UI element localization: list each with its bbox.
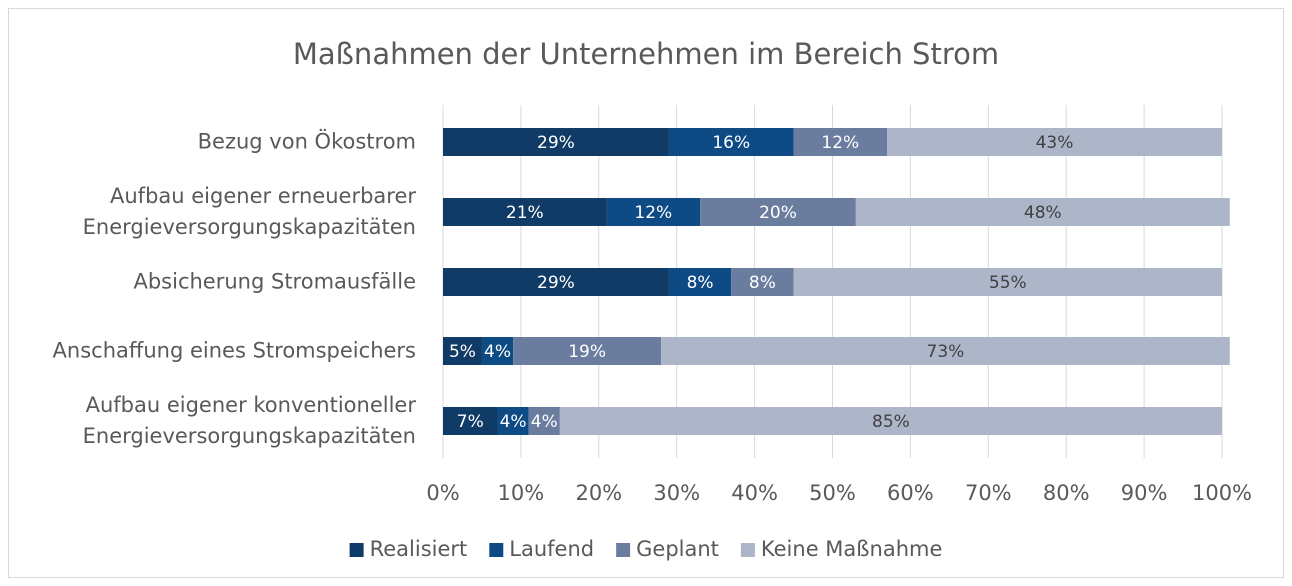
legend-label: Laufend [509, 537, 594, 561]
legend-label: Keine Maßnahme [761, 537, 942, 561]
bar-segment [700, 198, 856, 226]
x-tick-label: 30% [653, 481, 700, 505]
data-label: 16% [712, 133, 750, 153]
data-label: 7% [457, 412, 484, 432]
legend-swatch [349, 543, 364, 557]
data-label: 4% [500, 412, 527, 432]
bar-segment [668, 268, 732, 296]
bar-segment [443, 407, 498, 435]
legend-label: Geplant [636, 537, 719, 561]
x-tick-label: 80% [1043, 481, 1090, 505]
chart-title: Maßnahmen der Unternehmen im Bereich Str… [293, 37, 999, 71]
data-label: 29% [537, 273, 575, 293]
legend-label: Realisiert [370, 537, 468, 561]
bar-segment [731, 268, 794, 296]
x-tick-label: 20% [575, 481, 622, 505]
y-tick-label: Aufbau eigener konventioneller Energieve… [82, 393, 416, 448]
x-tick-label: 0% [426, 481, 459, 505]
x-tick-label: 90% [1121, 481, 1168, 505]
bar-segment [443, 268, 669, 296]
data-label: 19% [568, 342, 606, 362]
data-label: 8% [749, 273, 776, 293]
bar-segment [855, 198, 1230, 226]
bar-segment [443, 128, 669, 156]
x-tick-label: 60% [887, 481, 934, 505]
bar-segment [887, 128, 1222, 156]
data-label: 5% [449, 342, 476, 362]
data-label: 8% [687, 273, 714, 293]
x-tick-label: 70% [965, 481, 1012, 505]
data-label: 12% [821, 133, 859, 153]
x-tick-label: 50% [809, 481, 856, 505]
data-label: 12% [634, 203, 672, 223]
bar-segment [793, 128, 888, 156]
bar-segment [661, 337, 1230, 365]
x-tick-label: 100% [1192, 481, 1252, 505]
data-label: 43% [1036, 133, 1074, 153]
y-tick-label: Bezug von Ökostrom [197, 129, 416, 154]
bar-segment [443, 337, 482, 365]
data-label: 29% [537, 133, 575, 153]
data-label: 21% [506, 203, 544, 223]
bar-segment [606, 198, 701, 226]
data-label: 85% [872, 412, 910, 432]
bar-segment [559, 407, 1222, 435]
legend-swatch [489, 543, 504, 557]
y-tick-label: Anschaffung eines Stromspeichers [52, 338, 416, 363]
x-tick-label: 40% [731, 481, 778, 505]
bar-segment [793, 268, 1222, 296]
y-tick-label: Absicherung Stromausfälle [133, 269, 416, 294]
bar-segment [497, 407, 529, 435]
data-label: 73% [927, 342, 965, 362]
bar-segment [668, 128, 794, 156]
bar-segment [443, 198, 607, 226]
data-label: 55% [989, 273, 1027, 293]
y-tick-label: Aufbau eigener erneuerbarer Energieverso… [82, 184, 416, 239]
legend-swatch [740, 543, 755, 557]
x-tick-label: 10% [498, 481, 545, 505]
data-label: 20% [759, 203, 797, 223]
data-label: 4% [531, 412, 558, 432]
bar-segment [513, 337, 662, 365]
bar-segment [481, 337, 514, 365]
bar-segment [528, 407, 560, 435]
legend: Realisiert Laufend Geplant Keine Maßnahme [349, 537, 942, 561]
data-label: 48% [1024, 203, 1062, 223]
legend-swatch [616, 543, 631, 557]
data-label: 4% [484, 342, 511, 362]
